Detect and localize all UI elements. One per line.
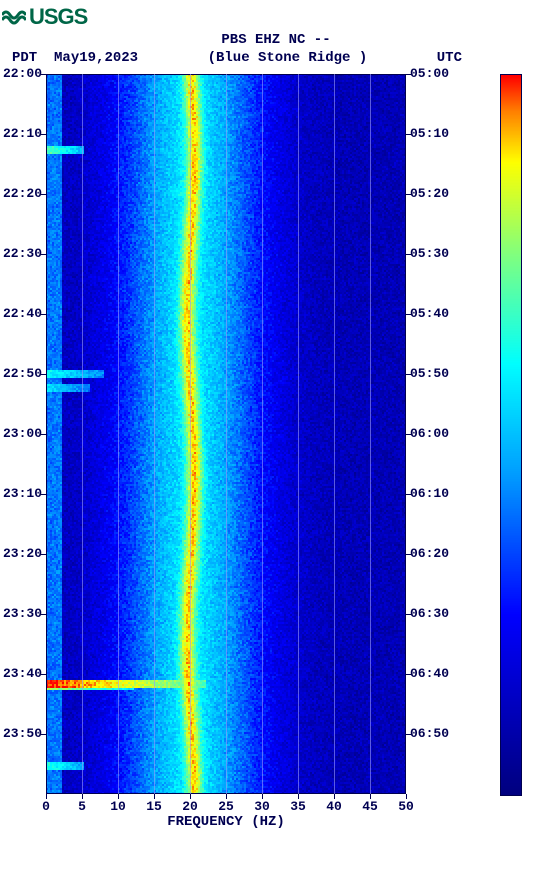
y-tick-left: 23:50 [0,726,42,741]
x-tick: 25 [218,799,234,814]
usgs-text: USGS [29,4,87,30]
y-tick-right: 05:10 [410,126,460,141]
y-tick-right: 05:20 [410,186,460,201]
x-axis-label: FREQUENCY (HZ) [46,814,406,830]
y-tick-left: 22:00 [0,66,42,81]
gridline [190,74,191,794]
y-tick-right: 06:00 [410,426,460,441]
y-tick-left: 23:20 [0,546,42,561]
usgs-logo: USGS [0,0,552,30]
y-tick-right: 05:50 [410,366,460,381]
y-tick-right: 06:30 [410,606,460,621]
plot-area: 22:0005:0022:1005:1022:2005:2022:3005:30… [0,74,552,834]
station-line: PBS EHZ NC -- [0,32,552,48]
y-tick-left: 23:00 [0,426,42,441]
gridline [226,74,227,794]
y-tick-left: 23:10 [0,486,42,501]
colorbar [500,74,522,796]
y-tick-right: 06:20 [410,546,460,561]
y-tick-left: 22:30 [0,246,42,261]
left-tz: PDT May19,2023 [12,50,138,66]
gridline [82,74,83,794]
x-tick: 45 [362,799,378,814]
gridline [154,74,155,794]
x-tick: 20 [182,799,198,814]
y-tick-right: 05:30 [410,246,460,261]
x-tick: 30 [254,799,270,814]
gridline [370,74,371,794]
wave-icon [2,8,26,26]
y-tick-right: 06:50 [410,726,460,741]
gridline [298,74,299,794]
y-tick-left: 22:10 [0,126,42,141]
y-tick-left: 22:50 [0,366,42,381]
y-tick-right: 06:10 [410,486,460,501]
y-tick-left: 22:20 [0,186,42,201]
y-tick-right: 06:40 [410,666,460,681]
gridline [118,74,119,794]
x-tick: 0 [42,799,50,814]
x-tick: 35 [290,799,306,814]
right-tz: UTC [437,50,462,66]
y-tick-left: 22:40 [0,306,42,321]
x-tick: 50 [398,799,414,814]
y-tick-left: 23:40 [0,666,42,681]
date-line: PDT May19,2023 (Blue Stone Ridge ) UTC [0,50,552,66]
x-tick: 15 [146,799,162,814]
y-tick-right: 05:00 [410,66,460,81]
gridline [334,74,335,794]
location-line: (Blue Stone Ridge ) [138,50,437,66]
gridline [262,74,263,794]
y-tick-right: 05:40 [410,306,460,321]
x-tick: 40 [326,799,342,814]
x-tick: 10 [110,799,126,814]
x-tick: 5 [78,799,86,814]
y-tick-left: 23:30 [0,606,42,621]
